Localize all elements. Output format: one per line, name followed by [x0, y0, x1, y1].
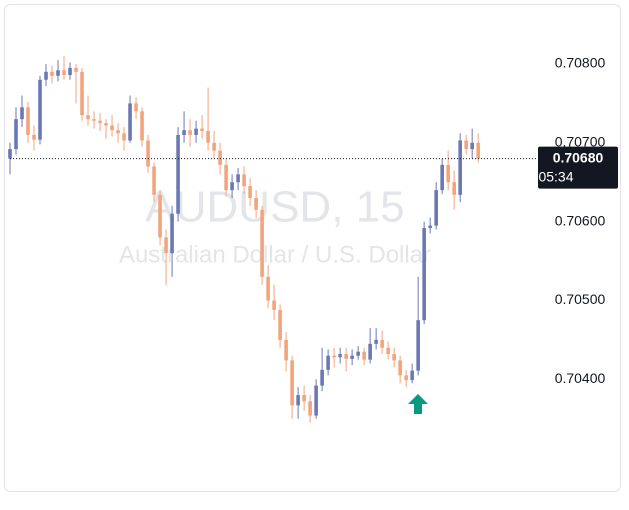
last-price-label: 0.70680 — [553, 149, 604, 165]
candle-body — [122, 133, 126, 141]
plot-area: 12:0015:0018:0021:001903:0006:0009:00 — [8, 56, 540, 423]
candle-body — [116, 130, 120, 134]
frame — [4, 4, 621, 492]
candle-body — [398, 360, 402, 376]
candle-body — [326, 355, 330, 370]
candle-body — [404, 375, 408, 381]
candle-body — [356, 351, 360, 356]
candle-body — [374, 339, 378, 344]
candle-body — [188, 130, 192, 135]
candle-body — [242, 174, 246, 187]
candle-body — [428, 225, 432, 228]
candle-body — [266, 276, 270, 301]
y-tick-label: 0.70700 — [555, 134, 606, 150]
candle-body — [44, 71, 48, 80]
candle-body — [224, 164, 228, 191]
candle-body — [278, 309, 282, 340]
candle-body — [218, 150, 222, 165]
candle-body — [452, 182, 456, 195]
candle-body — [170, 213, 174, 254]
candle-body — [146, 140, 150, 167]
candle-body — [236, 174, 240, 183]
candle-body — [8, 149, 12, 159]
candle-body — [26, 107, 30, 135]
candle-body — [416, 320, 420, 371]
candle-body — [164, 237, 168, 254]
candle-body — [254, 197, 258, 210]
y-tick-label: 0.70500 — [555, 291, 606, 307]
candle-body — [32, 134, 36, 140]
candle-body — [410, 370, 414, 381]
candle-body — [290, 360, 294, 406]
candle-body — [56, 70, 60, 76]
candle-body — [248, 186, 252, 198]
candle-body — [338, 354, 342, 358]
candle-body — [386, 347, 390, 355]
candle-body — [152, 166, 156, 195]
candle-body — [38, 79, 42, 140]
candle-body — [206, 130, 210, 143]
candle-body — [296, 395, 300, 406]
candle-body — [68, 67, 72, 76]
y-tick-label: 0.70600 — [555, 212, 606, 228]
candle-body — [140, 111, 144, 141]
candle-body — [92, 119, 96, 121]
candle-body — [200, 128, 204, 131]
candle-body — [392, 354, 396, 361]
candle-body — [110, 125, 114, 131]
candle-body — [62, 70, 66, 76]
candle-body — [446, 164, 450, 183]
countdown-label: 05:34 — [538, 168, 573, 184]
candle-body — [440, 164, 444, 191]
candle-body — [470, 142, 474, 150]
up-arrow — [408, 394, 428, 414]
candle-body — [314, 385, 318, 416]
candle-body — [194, 128, 198, 135]
candle-body — [464, 140, 468, 150]
candle-body — [158, 194, 162, 238]
candle-body — [422, 227, 426, 321]
candle-body — [362, 351, 366, 360]
candle-body — [98, 120, 102, 124]
candle-body — [344, 354, 348, 359]
candle-body — [128, 103, 132, 141]
candle-body — [20, 107, 24, 120]
candle-body — [302, 395, 306, 402]
candle-body — [350, 355, 354, 359]
candle-body — [14, 119, 18, 150]
watermark-symbol: AUDUSD, 15 — [145, 183, 404, 232]
last-price-box — [538, 146, 618, 189]
candle-body — [476, 142, 480, 159]
candle-body — [284, 339, 288, 361]
candle-body — [308, 401, 312, 416]
candle-body — [86, 115, 90, 120]
candle-body — [134, 103, 138, 112]
candle-body — [332, 355, 336, 358]
candle-body — [320, 369, 324, 386]
candle-body — [230, 182, 234, 191]
y-tick-label: 0.70800 — [555, 55, 606, 71]
candle-body — [50, 71, 54, 76]
candle-body — [260, 209, 264, 277]
candle-body — [434, 190, 438, 226]
candle-body — [272, 300, 276, 310]
candle-body — [74, 67, 78, 72]
candle-body — [104, 123, 108, 126]
candle-body — [458, 140, 462, 195]
candle-body — [380, 339, 384, 348]
candle-body — [368, 343, 372, 360]
candle-body — [182, 130, 186, 135]
candle-body — [80, 71, 84, 116]
candle-body — [176, 134, 180, 214]
signal-arrow — [408, 394, 428, 414]
y-tick-label: 0.70400 — [555, 370, 606, 386]
candle-body — [212, 142, 216, 151]
axes: 0.70800 0.70700 0.70600 0.70500 0.70400 0.706… — [538, 55, 618, 386]
